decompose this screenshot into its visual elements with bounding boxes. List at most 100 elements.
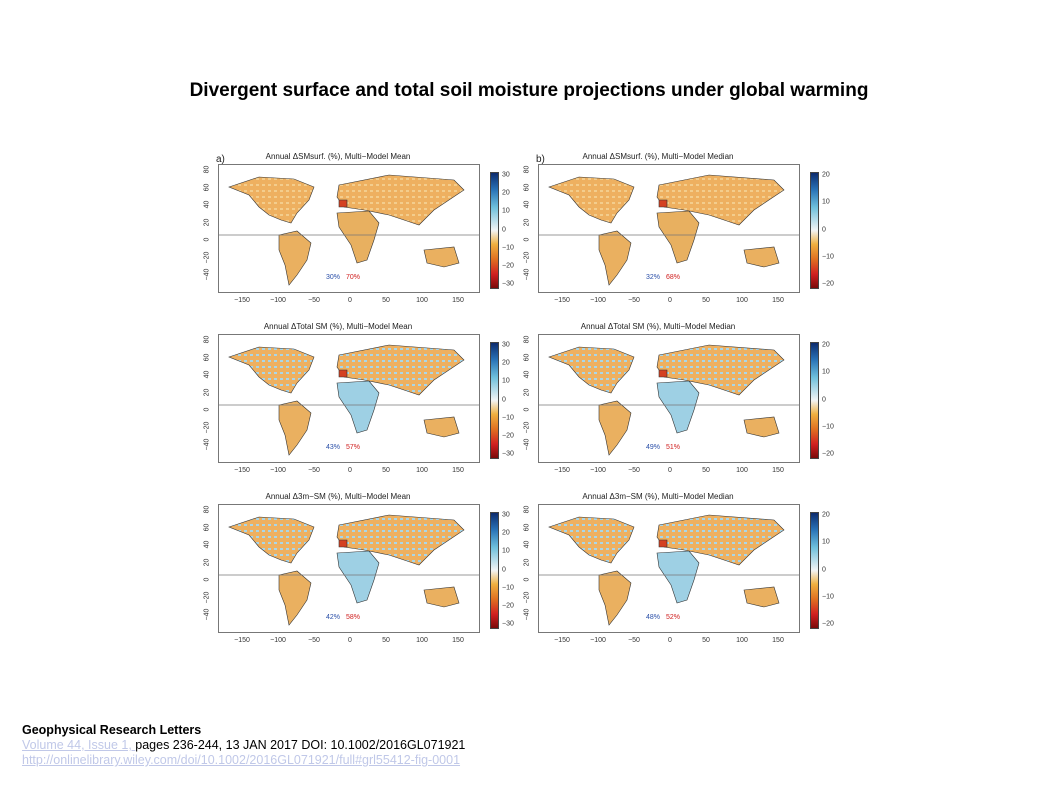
x-tick-label: 0 xyxy=(668,297,672,304)
x-tick-label: 150 xyxy=(772,297,784,304)
x-tick-label: −100 xyxy=(270,467,286,474)
colorbar-tick-label: −10 xyxy=(502,244,514,252)
y-tick-label: 40 xyxy=(523,540,531,549)
y-tick-label: 60 xyxy=(523,523,531,531)
x-tick-label: 50 xyxy=(702,297,710,304)
panel-title: Annual ΔSMsurf. (%), Multi−Model Median xyxy=(582,152,734,161)
map-panel: Annual ΔTotal SM (%), Multi−Model Median… xyxy=(518,322,834,487)
colorbar-tick-label: −20 xyxy=(502,602,514,610)
colorbar-tick-label: 20 xyxy=(822,511,830,519)
colorbar-tick-label: 10 xyxy=(822,368,830,376)
y-tick-label: 20 xyxy=(523,218,531,226)
drying-percent: 68% xyxy=(666,274,681,281)
colorbar-tick-label: −30 xyxy=(502,280,514,288)
y-tick-label: 40 xyxy=(203,200,211,209)
volume-link[interactable]: Volume 44, Issue 1, xyxy=(22,738,136,752)
y-tick-label: −40 xyxy=(523,608,531,621)
slide-title: Divergent surface and total soil moistur… xyxy=(189,80,869,101)
x-tick-label: −50 xyxy=(308,637,320,644)
journal-name: Geophysical Research Letters xyxy=(22,723,202,737)
y-tick-label: 20 xyxy=(523,558,531,566)
y-tick-label: 60 xyxy=(523,353,531,361)
y-tick-label: 40 xyxy=(523,370,531,379)
y-tick-label: 40 xyxy=(523,200,531,209)
x-tick-label: −150 xyxy=(554,637,570,644)
x-tick-label: 0 xyxy=(348,637,352,644)
colorbar-tick-label: 0 xyxy=(502,226,506,233)
colorbar-tick-label: −20 xyxy=(822,450,834,458)
colorbar-tick-label: 20 xyxy=(502,359,510,367)
colorbar-tick-label: −20 xyxy=(822,280,834,288)
x-tick-label: 0 xyxy=(668,637,672,644)
map-panel: Annual ΔSMsurf. (%), Multi−Model Mean a)… xyxy=(198,152,514,317)
map-plot xyxy=(218,164,480,293)
drying-percent: 70% xyxy=(346,274,361,281)
drying-percent: 52% xyxy=(666,614,681,621)
x-tick-label: −50 xyxy=(308,297,320,304)
x-tick-label: 150 xyxy=(452,297,464,304)
y-tick-label: 60 xyxy=(203,183,211,191)
x-tick-label: 0 xyxy=(348,467,352,474)
panel-label: b) xyxy=(536,154,545,165)
y-tick-label: 0 xyxy=(203,577,211,582)
x-tick-label: −50 xyxy=(628,637,640,644)
panel-title: Annual ΔTotal SM (%), Multi−Model Mean xyxy=(263,322,413,331)
x-tick-label: 100 xyxy=(416,637,428,644)
colorbar xyxy=(810,342,819,459)
drying-percent: 58% xyxy=(346,614,361,621)
y-tick-label: −40 xyxy=(203,608,211,621)
colorbar xyxy=(490,172,499,289)
colorbar-tick-label: −10 xyxy=(822,593,834,601)
colorbar-tick-label: 0 xyxy=(822,566,826,573)
y-tick-label: 80 xyxy=(523,335,531,344)
map-panel: Annual ΔTotal SM (%), Multi−Model Mean 8… xyxy=(198,322,514,487)
colorbar xyxy=(810,512,819,629)
y-tick-label: 80 xyxy=(203,335,211,344)
x-tick-label: 50 xyxy=(382,467,390,474)
colorbar-tick-label: 30 xyxy=(502,511,510,519)
colorbar-tick-label: 10 xyxy=(822,198,830,206)
x-tick-label: 100 xyxy=(416,467,428,474)
y-tick-label: 20 xyxy=(203,218,211,226)
drying-percent: 57% xyxy=(346,444,361,451)
y-tick-label: −40 xyxy=(523,438,531,451)
map-panel: Annual Δ3m−SM (%), Multi−Model Median 80… xyxy=(518,492,834,657)
y-tick-label: −20 xyxy=(203,591,211,603)
x-tick-label: 50 xyxy=(702,467,710,474)
colorbar-tick-label: 10 xyxy=(822,538,830,546)
figure-url-link[interactable]: http://onlinelibrary.wiley.com/doi/10.10… xyxy=(22,753,461,767)
y-tick-label: 20 xyxy=(203,558,211,566)
x-tick-label: 0 xyxy=(348,297,352,304)
y-tick-label: 0 xyxy=(523,577,531,582)
colorbar-tick-label: −20 xyxy=(822,620,834,628)
panel-title: Annual Δ3m−SM (%), Multi−Model Mean xyxy=(265,492,411,501)
y-tick-label: −40 xyxy=(523,268,531,281)
panel-title: Annual ΔTotal SM (%), Multi−Model Median xyxy=(580,322,736,331)
y-tick-label: 60 xyxy=(203,353,211,361)
x-tick-label: 50 xyxy=(382,637,390,644)
x-tick-label: −150 xyxy=(234,297,250,304)
map-plot xyxy=(218,334,480,463)
colorbar xyxy=(810,172,819,289)
x-tick-label: −100 xyxy=(270,297,286,304)
x-tick-label: −50 xyxy=(308,467,320,474)
y-tick-label: −20 xyxy=(523,591,531,603)
y-tick-label: 0 xyxy=(203,237,211,242)
map-plot xyxy=(218,504,480,633)
map-panel: Annual Δ3m−SM (%), Multi−Model Mean 80 60… xyxy=(198,492,514,657)
colorbar-tick-label: −10 xyxy=(502,414,514,422)
x-tick-label: 0 xyxy=(668,467,672,474)
y-tick-label: 80 xyxy=(203,165,211,174)
panel-label: a) xyxy=(216,154,225,165)
y-tick-label: 20 xyxy=(203,388,211,396)
x-tick-label: 100 xyxy=(736,297,748,304)
colorbar-tick-label: 0 xyxy=(822,396,826,403)
x-tick-label: −150 xyxy=(234,637,250,644)
panel-title: Annual Δ3m−SM (%), Multi−Model Median xyxy=(582,492,734,501)
colorbar-tick-label: 0 xyxy=(502,566,506,573)
colorbar-tick-label: 0 xyxy=(502,396,506,403)
wetting-percent: 32% xyxy=(646,274,661,281)
wetting-percent: 30% xyxy=(326,274,341,281)
x-tick-label: 150 xyxy=(772,467,784,474)
x-tick-label: −150 xyxy=(554,297,570,304)
